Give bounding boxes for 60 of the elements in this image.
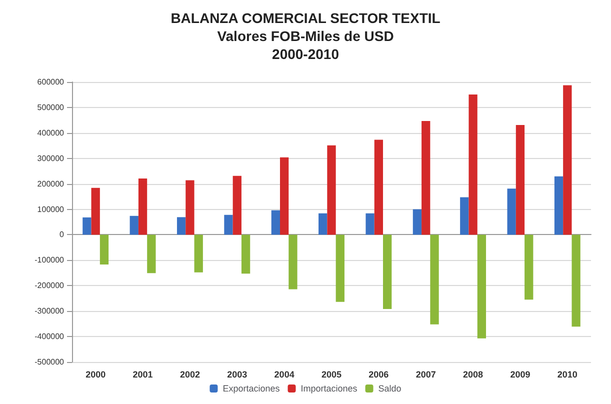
bar (336, 234, 344, 302)
bar (176, 217, 186, 235)
bar (383, 234, 392, 310)
y-tick-label: 300000 (37, 154, 65, 163)
bar (422, 120, 430, 235)
bar (186, 180, 194, 235)
bar (318, 213, 328, 235)
bar (430, 234, 439, 324)
y-tick-label: 100000 (37, 204, 65, 214)
x-tick-label: 2000 (86, 370, 106, 380)
x-tick-label: 2002 (180, 370, 200, 380)
bar (412, 209, 422, 235)
bar (271, 210, 280, 235)
y-tick-label: 400000 (37, 128, 65, 138)
bar (130, 216, 138, 235)
x-tick-label: 2007 (416, 370, 436, 380)
bar (194, 234, 203, 272)
y-tick-label: -500000 (34, 358, 65, 366)
x-tick-label: 2003 (227, 370, 248, 380)
bar (327, 145, 336, 235)
bar (100, 234, 109, 265)
y-tick-label: -100000 (34, 256, 65, 265)
x-tick-label: 2010 (557, 370, 578, 380)
bar (280, 157, 289, 235)
y-tick-label: -300000 (34, 306, 65, 316)
bar (477, 234, 486, 338)
legend-label: Exportaciones (222, 384, 280, 394)
bar (460, 197, 469, 235)
bar (138, 178, 148, 235)
y-tick-label: -400000 (34, 332, 65, 342)
bar (147, 234, 156, 274)
x-tick-label: 2006 (368, 370, 389, 380)
y-tick-label: 200000 (37, 179, 65, 188)
bar (554, 176, 564, 235)
bar (366, 213, 374, 235)
y-tick-label: 500000 (37, 102, 65, 112)
y-tick-label: -200000 (34, 281, 65, 290)
x-tick-label: 2004 (274, 370, 294, 380)
legend-label: Saldo (378, 384, 402, 394)
y-tick-label: 0 (60, 230, 65, 240)
bar (82, 217, 92, 235)
legend-label: Importaciones (300, 384, 358, 394)
x-tick-label: 2001 (132, 370, 153, 380)
bar (224, 214, 233, 235)
bar (91, 188, 100, 235)
x-tick-label: 2005 (321, 370, 342, 380)
x-tick-label: 2009 (510, 370, 530, 380)
bar (516, 125, 525, 235)
chart-title: BALANZA COMERCIAL SECTOR TEXTIL Valores FOB-Miles de USD 2000-2010 (170, 10, 441, 62)
bar (468, 94, 478, 235)
bar (572, 234, 580, 327)
bar (288, 234, 298, 290)
bar (241, 234, 250, 274)
bar (563, 85, 572, 235)
bar (524, 234, 534, 300)
bar (374, 140, 384, 235)
bar (232, 176, 242, 235)
bar (507, 188, 516, 235)
x-tick-label: 2008 (463, 370, 484, 380)
y-tick-label: 600000 (37, 78, 65, 86)
